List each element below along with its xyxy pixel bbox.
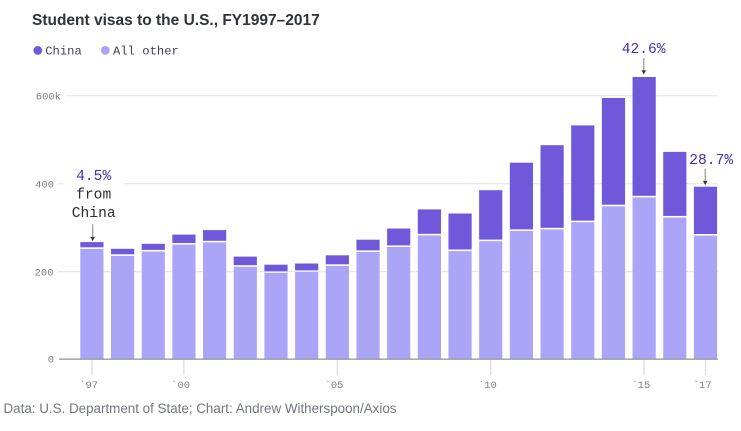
svg-text:China: China [72,206,116,222]
svg-text:42.6%: 42.6% [622,42,666,58]
svg-text:28.7%: 28.7% [689,153,733,169]
svg-text:200: 200 [35,267,54,279]
svg-text:400: 400 [35,179,54,191]
svg-text:0: 0 [48,354,54,366]
svg-text:`05: `05 [325,379,344,392]
svg-text:`17: `17 [693,379,712,392]
svg-text:from: from [76,188,111,204]
svg-text:China: China [45,45,82,59]
svg-text:`10: `10 [478,379,497,392]
svg-text:`00: `00 [171,379,190,392]
svg-text:`15: `15 [631,379,650,392]
svg-text:All other: All other [113,45,179,59]
svg-text:Student visas to the U.S., FY1: Student visas to the U.S., FY1997–2017 [32,12,320,29]
svg-text:600k: 600k [36,91,61,103]
svg-text:4.5%: 4.5% [76,169,111,185]
svg-text:`97: `97 [79,379,98,392]
